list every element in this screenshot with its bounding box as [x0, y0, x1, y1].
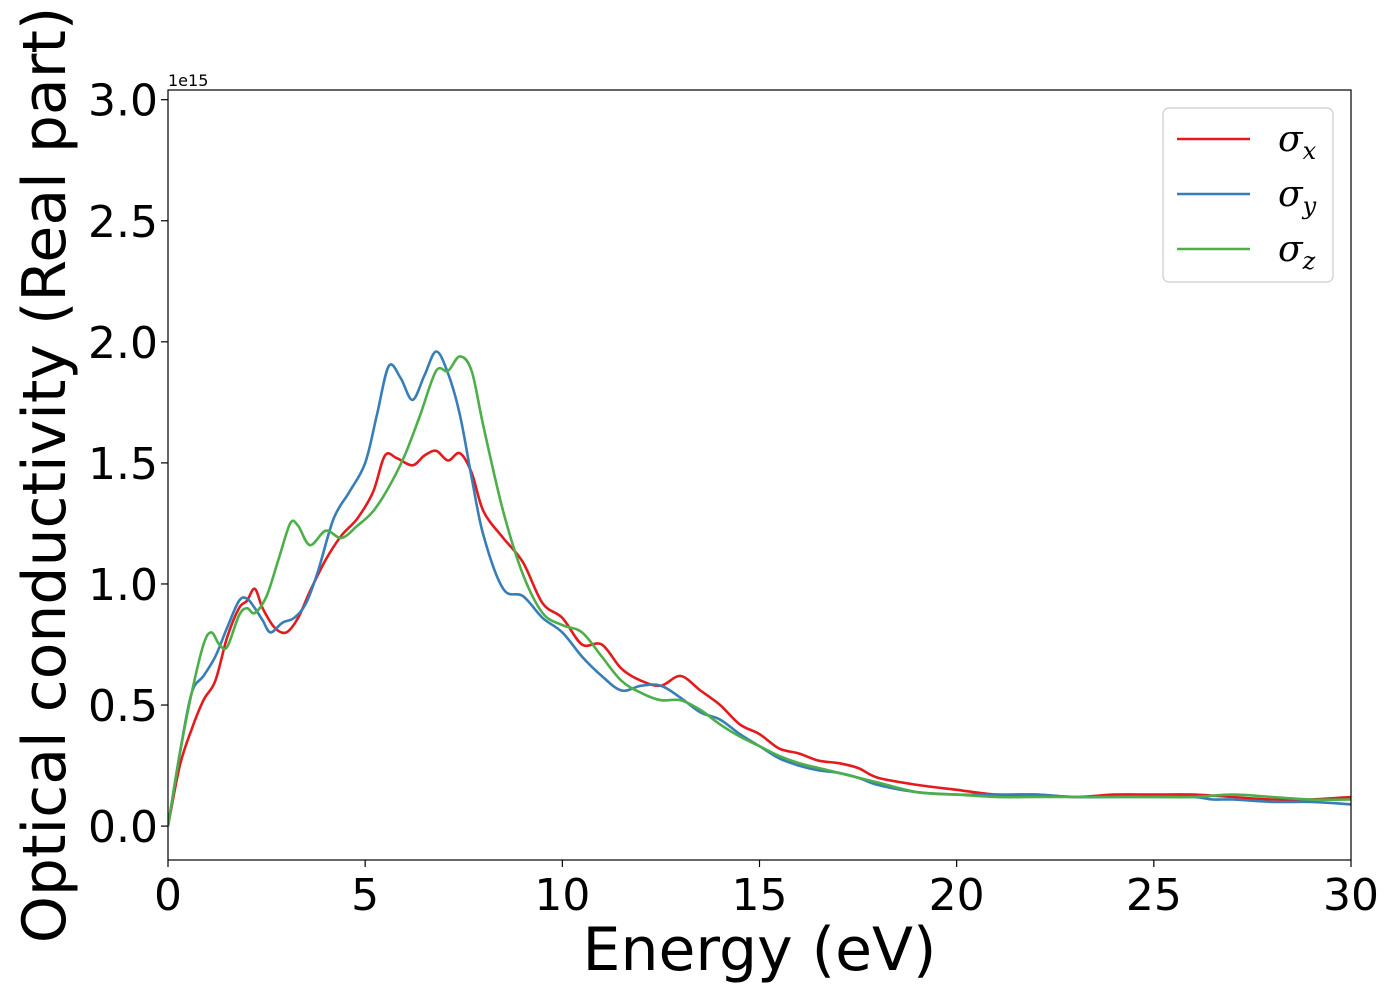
x-tick-label: 30 [1323, 870, 1379, 921]
legend-label-sigma-x: σx [1278, 119, 1317, 165]
series-line-sigma-x [168, 449, 1351, 827]
x-tick-label: 20 [929, 870, 985, 921]
y-axis-label: Optical conductivity (Real part) [10, 7, 80, 944]
series-line-sigma-y [168, 350, 1351, 827]
y-axis-ticks: 0.0 0.5 1.0 1.5 2.0 2.5 3.0 [88, 76, 168, 853]
plot-lines [168, 350, 1351, 827]
x-axis-ticks: 0 5 10 15 20 25 30 [154, 860, 1379, 921]
y-tick-label: 0.5 [88, 681, 158, 732]
y-tick-label: 2.5 [88, 197, 158, 248]
legend-label-sigma-z: σz [1278, 229, 1316, 275]
x-tick-label: 10 [534, 870, 590, 921]
legend: σx σy σz [1162, 107, 1334, 283]
y-tick-label: 2.0 [88, 318, 158, 369]
y-tick-label: 3.0 [88, 76, 158, 127]
x-tick-label: 25 [1126, 870, 1182, 921]
y-axis-offset-label: 1e15 [168, 71, 208, 90]
series-line-sigma-z [168, 355, 1351, 827]
x-tick-label: 15 [732, 870, 788, 921]
x-axis-label: Energy (eV) [583, 915, 937, 985]
y-tick-label: 1.0 [88, 560, 158, 611]
legend-label-sigma-y: σy [1278, 174, 1317, 220]
x-tick-label: 0 [154, 870, 182, 921]
x-tick-label: 5 [351, 870, 379, 921]
y-tick-label: 1.5 [88, 439, 158, 490]
y-tick-label: 0.0 [88, 802, 158, 853]
